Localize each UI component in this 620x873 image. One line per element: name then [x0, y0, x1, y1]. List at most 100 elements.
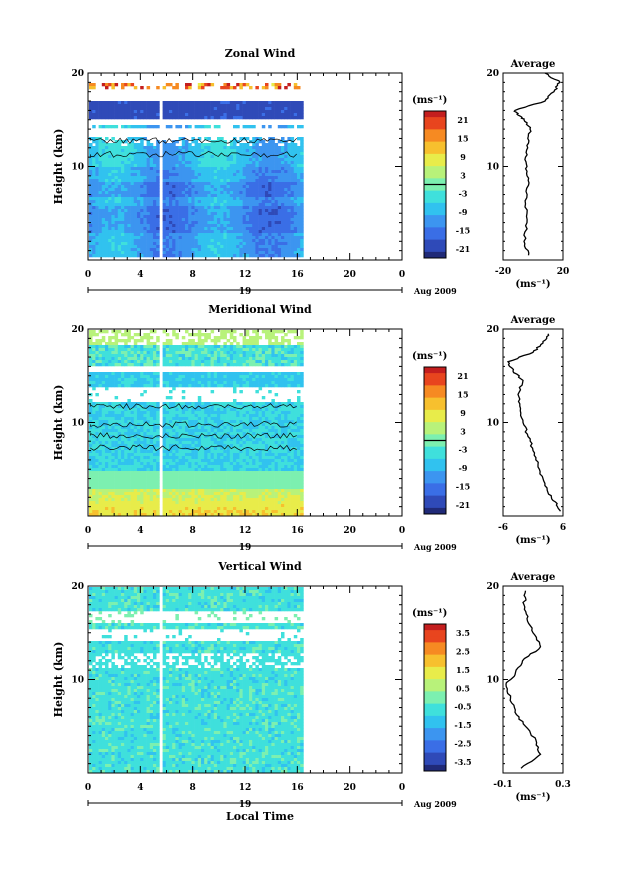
heatmap-cell — [188, 230, 192, 234]
heatmap-cell — [108, 483, 112, 487]
heatmap-cell — [124, 384, 128, 388]
heatmap-cell — [153, 444, 157, 448]
heatmap-cell — [233, 176, 237, 180]
heatmap-cell — [194, 167, 199, 171]
heatmap-cell — [143, 426, 147, 430]
heatmap-cell — [156, 432, 160, 436]
heatmap-cell — [284, 224, 288, 228]
x-tick-label: 8 — [190, 270, 196, 280]
heatmap-cell — [105, 435, 109, 439]
heatmap-cell — [287, 224, 291, 228]
heatmap-cell — [265, 185, 269, 189]
heatmap-cell — [89, 245, 93, 249]
heatmap-cell — [108, 339, 112, 343]
heatmap-cell — [117, 444, 122, 448]
heatmap-cell — [191, 161, 195, 165]
heatmap-cell — [169, 372, 173, 376]
heatmap-cell — [95, 348, 99, 352]
heatmap-cell — [149, 354, 154, 358]
heatmap-cell — [127, 167, 131, 171]
heatmap-cell — [89, 239, 93, 243]
heatmap-cell — [181, 218, 186, 222]
heatmap-cell — [178, 447, 183, 451]
heatmap-cell — [143, 507, 147, 511]
heatmap-cell — [95, 381, 99, 385]
heatmap-cell — [156, 339, 160, 343]
heatmap-cell — [92, 450, 96, 454]
heatmap-cell — [204, 227, 208, 231]
heatmap-cell — [149, 468, 154, 472]
heatmap-cell — [239, 176, 243, 180]
heatmap-cell — [197, 212, 202, 216]
heatmap-cell — [178, 345, 183, 349]
heatmap-cell — [156, 345, 160, 349]
heatmap-cell — [111, 248, 115, 252]
heatmap-cell — [89, 510, 93, 514]
heatmap-cell — [137, 378, 141, 382]
heatmap-cell — [223, 164, 227, 168]
heatmap-cell — [204, 248, 208, 252]
heatmap-cell — [124, 363, 128, 367]
heatmap-cell — [204, 212, 208, 216]
heatmap-cell — [133, 200, 138, 204]
heatmap-cell — [124, 351, 128, 355]
heatmap-cell — [229, 245, 234, 249]
heatmap-cell — [92, 435, 96, 439]
heatmap-cell — [268, 137, 272, 141]
heatmap-cell — [277, 107, 282, 111]
heatmap-cell — [108, 372, 112, 376]
heatmap-cell — [297, 173, 301, 177]
heatmap-cell — [89, 438, 93, 442]
heatmap-cell — [146, 468, 151, 472]
heatmap-cell — [169, 188, 173, 192]
heatmap-cell — [169, 197, 173, 201]
heatmap-cell — [117, 212, 122, 216]
heatmap-cell — [137, 191, 141, 195]
heatmap-cell — [124, 510, 128, 514]
heatmap-cell — [111, 360, 115, 364]
heatmap-cell — [121, 191, 125, 195]
heatmap-cell — [146, 456, 151, 460]
heatmap-cell — [287, 230, 291, 234]
heatmap-cell — [121, 239, 125, 243]
heatmap-cell — [217, 113, 221, 117]
heatmap-cell — [287, 149, 291, 153]
heatmap-cell — [178, 384, 183, 388]
heatmap-cell — [162, 402, 167, 406]
heatmap-cell — [153, 149, 157, 153]
heatmap-cell — [169, 143, 173, 147]
heatmap-cell — [284, 245, 288, 249]
heatmap-cell — [284, 170, 288, 174]
heatmap-cell — [98, 435, 103, 439]
heatmap-cell — [175, 230, 179, 234]
heatmap-cell — [239, 182, 243, 186]
heatmap-cell — [201, 224, 205, 228]
heatmap-cell — [165, 414, 170, 418]
heatmap-cell — [178, 444, 183, 448]
heatmap-cell — [207, 227, 211, 231]
heatmap-cell — [137, 468, 141, 472]
heatmap-cell — [242, 191, 247, 195]
heatmap-cell — [239, 185, 243, 189]
heatmap-cell — [137, 423, 141, 427]
heatmap-cell — [290, 167, 295, 171]
heatmap-cell — [127, 381, 131, 385]
heatmap-cell — [300, 173, 304, 177]
heatmap-cell — [165, 191, 170, 195]
heatmap-cell — [281, 251, 285, 255]
heatmap-cell — [268, 161, 272, 165]
heatmap-cell — [226, 164, 231, 168]
heatmap-cell — [89, 459, 93, 463]
heatmap-cell — [188, 221, 192, 225]
heatmap-cell — [252, 227, 256, 231]
heatmap-cell — [137, 218, 141, 222]
heatmap-cell — [191, 432, 195, 436]
heatmap-cell — [111, 507, 115, 511]
heatmap-cell — [121, 435, 125, 439]
heatmap-cell — [114, 351, 119, 355]
heatmap-cell — [111, 230, 115, 234]
heatmap-cell — [165, 110, 170, 114]
heatmap-cell — [105, 137, 109, 141]
heatmap-cell — [255, 239, 259, 243]
heatmap-cell — [284, 233, 288, 237]
